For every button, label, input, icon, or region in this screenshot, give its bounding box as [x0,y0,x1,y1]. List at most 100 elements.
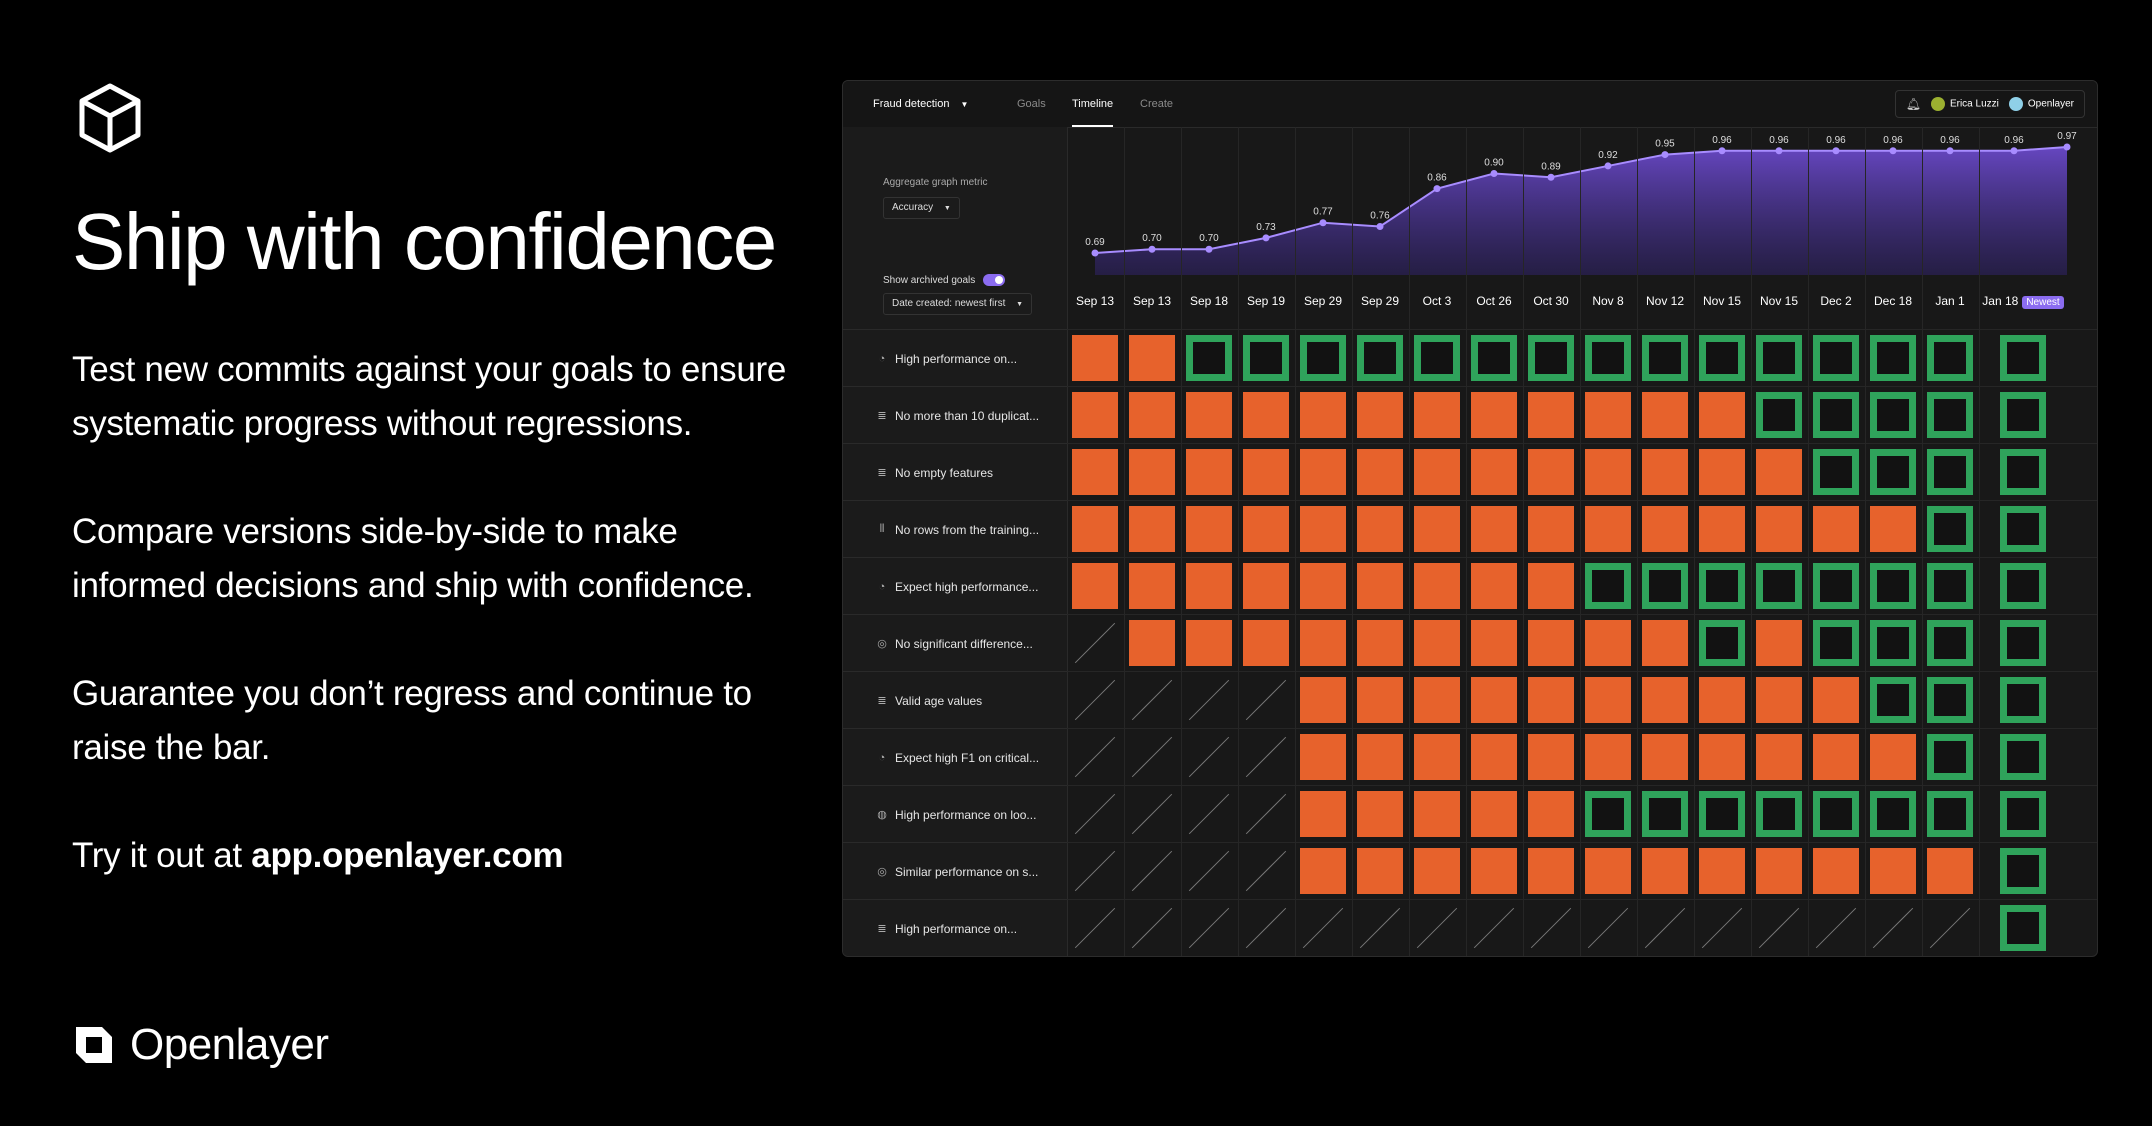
tab-goals[interactable]: Goals [1017,98,1046,110]
sort-select[interactable]: Date created: newest first ▼ [883,293,1033,315]
goal-cell-failing[interactable] [1756,733,1802,780]
goal-cell-failing[interactable] [1642,847,1688,894]
goal-cell-failing[interactable] [1357,505,1403,552]
goal-cell-passing[interactable] [1699,790,1745,837]
archived-toggle[interactable] [983,274,1006,286]
goal-cell-failing[interactable] [1528,676,1574,723]
goal-row[interactable]: ⦀ No rows from the training... [843,500,1067,558]
goal-cell-failing[interactable] [1870,847,1916,894]
goal-cell-failing[interactable] [1186,619,1232,666]
goal-cell-failing[interactable] [1414,562,1460,609]
goal-cell-failing[interactable] [1357,676,1403,723]
goal-cell-failing[interactable] [1813,733,1859,780]
goal-row[interactable]: ≣ No more than 10 duplicat... [843,386,1067,444]
goal-cell-failing[interactable] [1072,334,1118,381]
goal-row[interactable]: ≣ High performance on... [843,899,1067,956]
goal-cell-failing[interactable] [1243,619,1289,666]
goal-cell-failing[interactable] [1471,448,1517,495]
goal-cell-failing[interactable] [1528,562,1574,609]
goal-cell-failing[interactable] [1528,448,1574,495]
goal-row[interactable]: ◔ Expect high F1 on critical... [843,728,1067,786]
goal-cell-passing[interactable] [1642,790,1688,837]
goal-cell-passing[interactable] [2000,619,2046,666]
goal-row[interactable]: ≣ Valid age values [843,671,1067,729]
goal-cell-passing[interactable] [1870,334,1916,381]
goal-cell-failing[interactable] [1471,562,1517,609]
goal-cell-failing[interactable] [1699,505,1745,552]
goal-cell-failing[interactable] [1642,391,1688,438]
accuracy-point[interactable] [1718,147,1726,155]
goal-cell-failing[interactable] [1528,733,1574,780]
accuracy-point[interactable] [1490,170,1498,177]
goal-cell-failing[interactable] [1699,676,1745,723]
goal-cell-passing[interactable] [2000,562,2046,609]
goal-cell-passing[interactable] [1300,334,1346,381]
goal-cell-failing[interactable] [1756,847,1802,894]
goal-row[interactable]: ◔ High performance on... [843,329,1067,387]
goal-cell-passing[interactable] [1927,391,1973,438]
goal-cell-passing[interactable] [1756,334,1802,381]
goal-cell-failing[interactable] [1414,733,1460,780]
goal-cell-failing[interactable] [1072,505,1118,552]
goal-cell-passing[interactable] [1813,334,1859,381]
goal-cell-failing[interactable] [1300,676,1346,723]
goal-cell-passing[interactable] [1357,334,1403,381]
goal-cell-failing[interactable] [1813,676,1859,723]
goal-cell-passing[interactable] [1243,334,1289,381]
goal-cell-passing[interactable] [1642,334,1688,381]
accuracy-point[interactable] [2010,147,2018,155]
goal-cell-failing[interactable] [1813,505,1859,552]
goal-cell-failing[interactable] [1129,619,1175,666]
goal-cell-passing[interactable] [1927,448,1973,495]
goal-cell-failing[interactable] [1357,562,1403,609]
accuracy-point[interactable] [1433,185,1441,193]
goal-cell-failing[interactable] [1699,733,1745,780]
goal-cell-failing[interactable] [1243,391,1289,438]
goal-row[interactable]: ◍ High performance on loo... [843,785,1067,843]
goal-cell-failing[interactable] [1414,448,1460,495]
bell-icon[interactable]: 🔔︎ [1905,97,1921,111]
goal-cell-passing[interactable] [2000,334,2046,381]
goal-cell-failing[interactable] [1414,847,1460,894]
app-link[interactable]: app.openlayer.com [251,836,564,875]
goal-cell-failing[interactable] [1072,448,1118,495]
goal-cell-failing[interactable] [1300,562,1346,609]
goal-cell-failing[interactable] [1585,619,1631,666]
goal-cell-failing[interactable] [1243,562,1289,609]
goal-cell-failing[interactable] [1471,391,1517,438]
goal-cell-passing[interactable] [1471,334,1517,381]
goal-row[interactable]: ≣ No empty features [843,443,1067,501]
goal-cell-failing[interactable] [1186,391,1232,438]
goal-cell-failing[interactable] [1528,505,1574,552]
goal-cell-passing[interactable] [2000,904,2046,951]
goal-cell-failing[interactable] [1471,847,1517,894]
goal-cell-failing[interactable] [1471,619,1517,666]
goal-cell-passing[interactable] [1870,619,1916,666]
goal-cell-failing[interactable] [1756,505,1802,552]
goal-cell-failing[interactable] [1072,562,1118,609]
accuracy-point[interactable] [1604,162,1612,170]
goal-cell-passing[interactable] [1699,334,1745,381]
goal-cell-failing[interactable] [1471,733,1517,780]
goal-cell-failing[interactable] [1300,505,1346,552]
goal-cell-failing[interactable] [1528,847,1574,894]
goal-cell-failing[interactable] [1528,619,1574,666]
goal-cell-failing[interactable] [1129,391,1175,438]
goal-cell-failing[interactable] [1243,505,1289,552]
accuracy-point[interactable] [2063,143,2071,151]
project-selector[interactable]: Fraud detection ▼ [873,81,968,127]
goal-cell-failing[interactable] [1642,676,1688,723]
accuracy-point[interactable] [1091,249,1099,257]
goal-cell-failing[interactable] [1300,391,1346,438]
accuracy-point[interactable] [1889,147,1897,155]
goal-cell-failing[interactable] [1585,448,1631,495]
goal-cell-failing[interactable] [1813,847,1859,894]
goal-cell-passing[interactable] [2000,733,2046,780]
goal-cell-failing[interactable] [1756,676,1802,723]
goal-cell-failing[interactable] [1585,505,1631,552]
user-chip[interactable]: Erica Luzzi [1930,97,1999,111]
accuracy-point[interactable] [1205,245,1213,253]
goal-cell-failing[interactable] [1300,847,1346,894]
goal-cell-passing[interactable] [1927,334,1973,381]
goal-cell-failing[interactable] [1129,505,1175,552]
